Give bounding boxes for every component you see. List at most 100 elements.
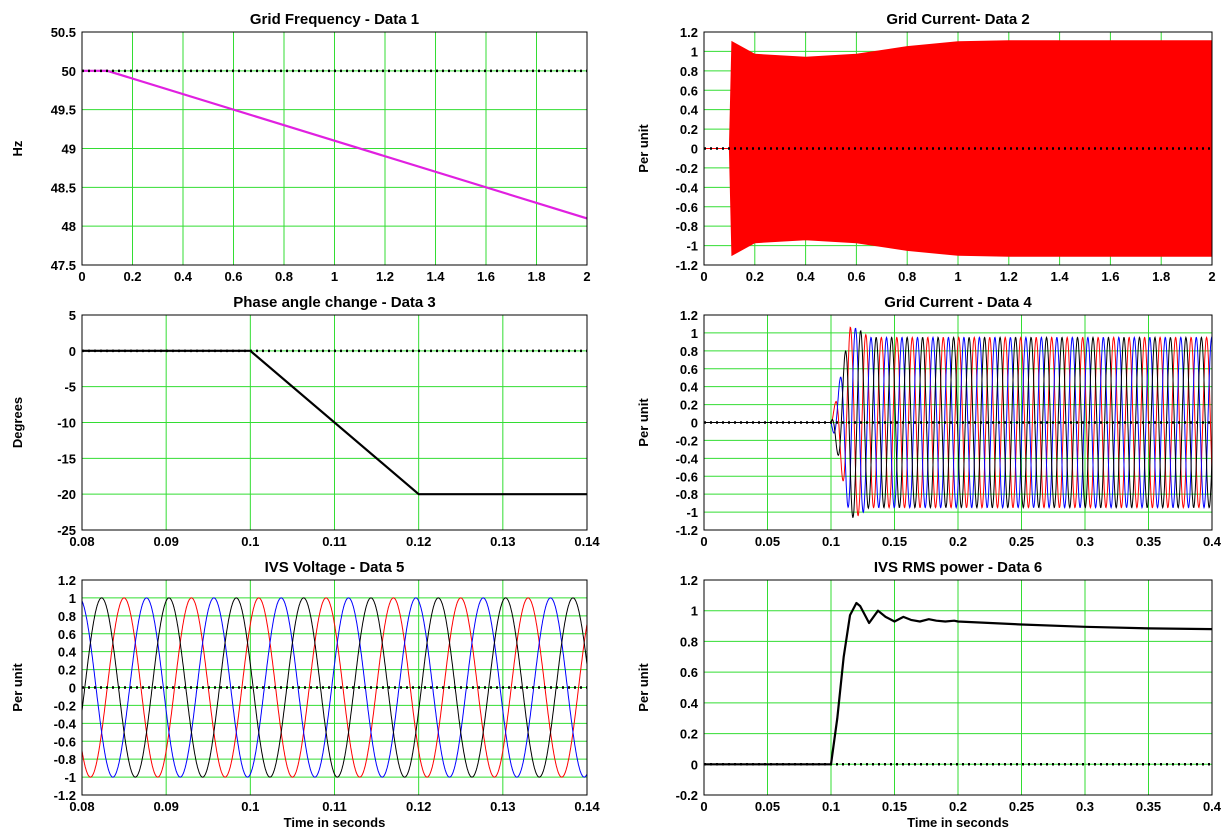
y-tick-label: 48: [62, 219, 76, 234]
data-layer: [82, 69, 587, 220]
data-layer: [82, 597, 587, 778]
x-tick-label: 0.2: [123, 269, 141, 284]
x-axis-label: Time in seconds: [284, 815, 386, 830]
chart-title: Grid Frequency - Data 1: [250, 11, 419, 28]
chart-title: Grid Current- Data 2: [886, 11, 1029, 28]
y-tick-label: -15: [57, 451, 76, 466]
x-tick-label: 0.1: [241, 534, 259, 549]
y-tick-label: 0.4: [680, 696, 699, 711]
x-tick-label: 0.05: [755, 799, 780, 814]
y-tick-label: -1: [686, 505, 698, 520]
x-tick-label: 1.6: [477, 269, 495, 284]
y-tick-label: -0.2: [54, 698, 76, 713]
y-tick-label: 47.5: [51, 258, 76, 273]
data-layer: [82, 349, 587, 496]
y-tick-label: 5: [69, 308, 76, 323]
x-tick-label: 0.13: [490, 534, 515, 549]
y-axis-label: Per unit: [636, 398, 651, 447]
y-tick-label: 0: [691, 142, 698, 157]
y-tick-label: 50.5: [51, 25, 76, 40]
phase-line-3: [82, 597, 587, 778]
y-tick-label: 1.2: [58, 573, 76, 588]
y-tick-label: -1.2: [676, 258, 698, 273]
x-tick-label: 0.6: [847, 269, 865, 284]
y-tick-label: 1.2: [680, 573, 698, 588]
y-tick-label: -20: [57, 487, 76, 502]
x-tick-label: 1.8: [527, 269, 545, 284]
y-tick-label: 1.2: [680, 25, 698, 40]
y-tick-label: 48.5: [51, 180, 76, 195]
chart-panel-4: 0 0.05 0.1 0.15 0.2 0.25 0.3 0.35 0.4 -1.2 -1 -0.8 -…: [636, 294, 1222, 549]
plot-frame: [703, 31, 1213, 266]
x-tick-label: 0.2: [746, 269, 764, 284]
x-tick-label: 0.3: [1076, 534, 1094, 549]
series-line-1: [704, 601, 1212, 766]
y-tick-label: -0.8: [676, 487, 698, 502]
y-tick-label: 0.2: [680, 122, 698, 137]
x-tick-label: 0.8: [898, 269, 916, 284]
y-axis-label: Per unit: [636, 124, 651, 173]
y-tick-label: 0.6: [680, 362, 698, 377]
x-tick-label: 2: [1208, 269, 1215, 284]
y-tick-label: -0.6: [676, 200, 698, 215]
x-tick-label: 0.09: [154, 534, 179, 549]
y-tick-label: -1.2: [54, 788, 76, 803]
y-tick-label: 0.2: [680, 398, 698, 413]
y-tick-label: 0.4: [680, 380, 699, 395]
x-tick-label: 0.13: [490, 799, 515, 814]
y-tick-label: 0.8: [58, 609, 76, 624]
y-tick-label: -1: [686, 239, 698, 254]
y-tick-label: -1.2: [676, 523, 698, 538]
phase-line-2: [82, 597, 587, 778]
y-tick-label: 0.8: [680, 344, 698, 359]
y-tick-label: -0.4: [54, 716, 77, 731]
y-axis-label: Per unit: [636, 663, 651, 712]
x-tick-label: 0.4: [174, 269, 193, 284]
y-tick-label: 1: [69, 591, 76, 606]
x-tick-label: 0.12: [406, 534, 431, 549]
x-tick-label: 1.2: [376, 269, 394, 284]
chart-title: IVS Voltage - Data 5: [265, 559, 405, 576]
y-tick-label: 1: [691, 326, 698, 341]
phase-line-1: [82, 597, 587, 778]
y-tick-label: -0.6: [676, 469, 698, 484]
x-tick-label: 1: [954, 269, 961, 284]
x-tick-label: 0.8: [275, 269, 293, 284]
x-tick-label: 0: [700, 534, 707, 549]
x-tick-label: 0.3: [1076, 799, 1094, 814]
x-tick-label: 1.2: [1000, 269, 1018, 284]
data-layer: [704, 601, 1212, 766]
x-tick-label: 0.25: [1009, 799, 1034, 814]
chart-panel-5: 0.08 0.09 0.1 0.11 0.12 0.13 0.14 -1.2 -1 -0.8 -0.…: [10, 559, 600, 830]
y-tick-label: -10: [57, 416, 76, 431]
x-tick-label: 0.15: [882, 534, 907, 549]
x-tick-label: 0.05: [755, 534, 780, 549]
y-tick-label: 49: [62, 142, 76, 157]
x-tick-label: 0: [700, 269, 707, 284]
x-tick-label: 0: [700, 799, 707, 814]
x-tick-label: 0.4: [797, 269, 816, 284]
plot-frame: [703, 579, 1213, 796]
y-tick-label: 0.2: [680, 727, 698, 742]
x-tick-label: 0.25: [1009, 534, 1034, 549]
x-tick-label: 0.1: [241, 799, 259, 814]
y-tick-label: -1: [64, 770, 76, 785]
plot-frame: [81, 31, 588, 266]
y-axis-label: Hz: [10, 140, 25, 156]
y-tick-label: -0.4: [676, 180, 699, 195]
plot-frame: [81, 314, 588, 531]
x-tick-label: 0.14: [574, 799, 600, 814]
y-tick-label: 0.6: [680, 665, 698, 680]
chart-title: IVS RMS power - Data 6: [874, 559, 1042, 576]
x-tick-label: 0.09: [154, 799, 179, 814]
x-tick-label: 0.35: [1136, 799, 1161, 814]
x-tick-label: 0.08: [69, 534, 94, 549]
x-tick-label: 0.11: [322, 799, 347, 814]
plot-frame: [81, 579, 588, 796]
x-tick-label: 0.35: [1136, 534, 1161, 549]
x-tick-label: 0.1: [822, 799, 840, 814]
x-tick-label: 0.11: [322, 534, 347, 549]
y-tick-label: -0.4: [676, 451, 699, 466]
chart-panel-6: 0 0.05 0.1 0.15 0.2 0.25 0.3 0.35 0.4-0.200.20.4…: [636, 559, 1222, 830]
